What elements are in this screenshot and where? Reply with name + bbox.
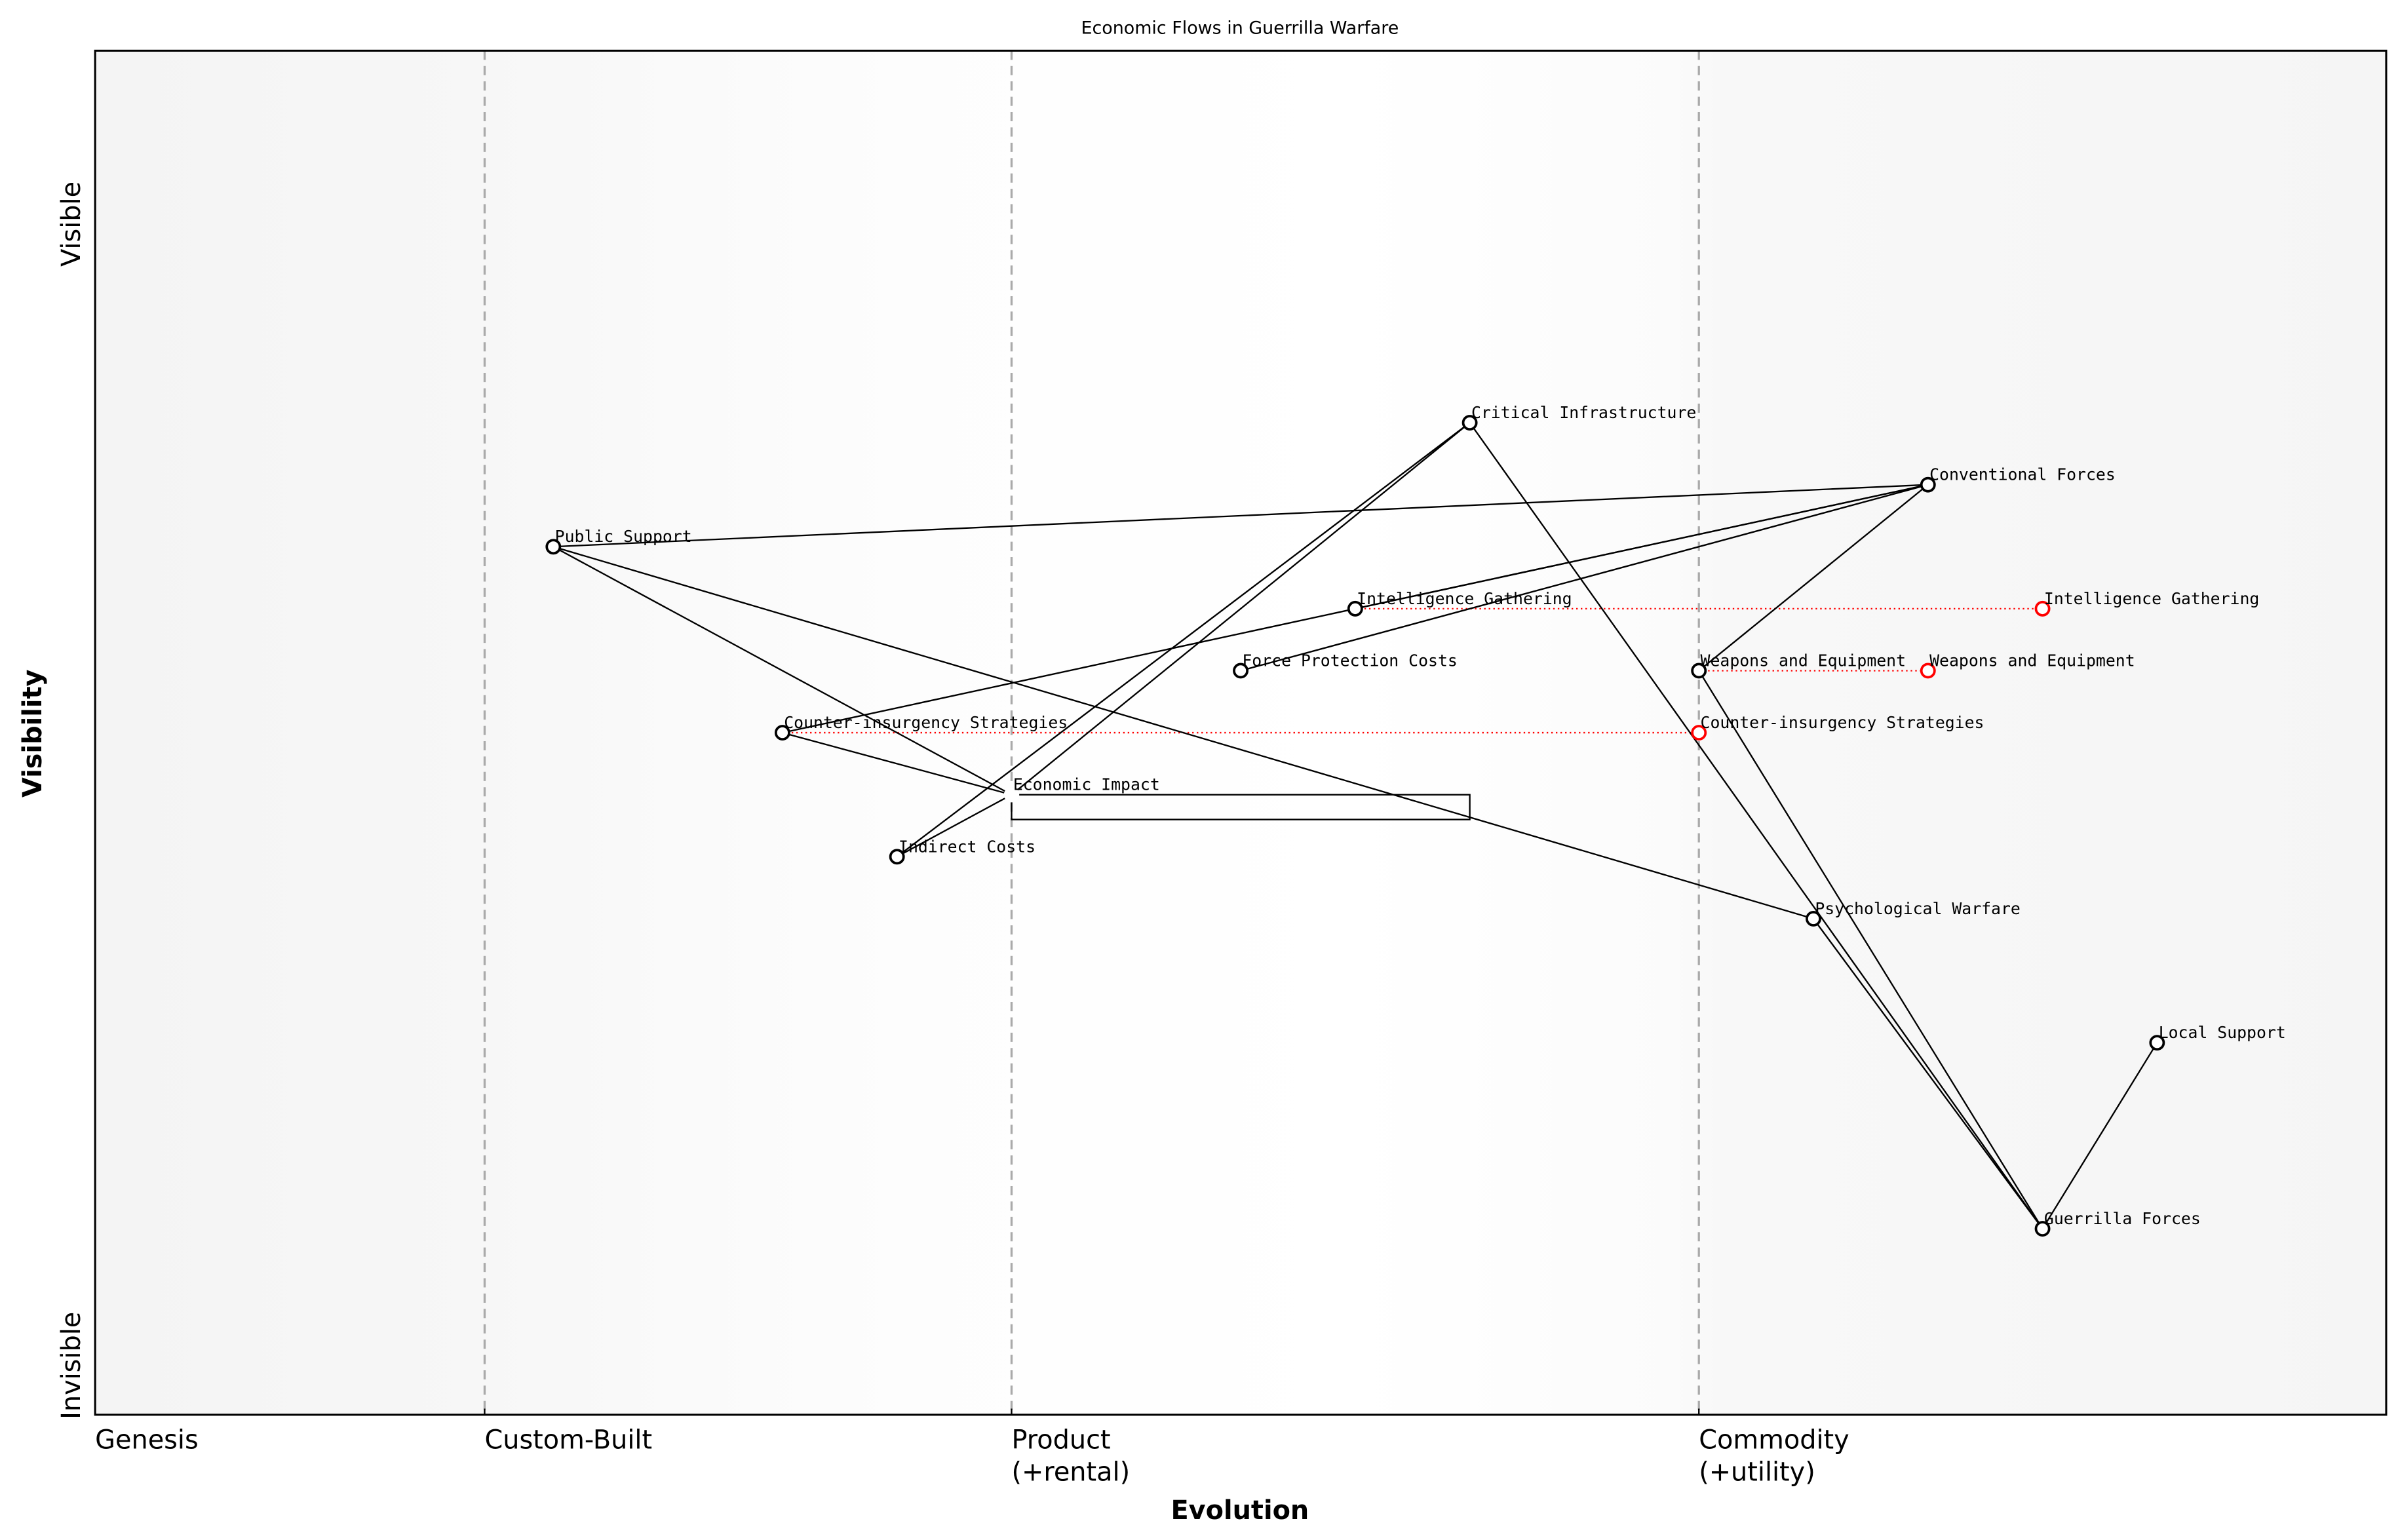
- component-label: Conventional Forces: [1929, 465, 2116, 484]
- component-marker: [1806, 911, 1821, 927]
- component-marker: [545, 539, 562, 555]
- stage-label: Custom-Built: [484, 1425, 652, 1455]
- component-marker: [1347, 600, 1363, 617]
- component-label: Critical Infrastructure: [1471, 403, 1696, 422]
- dependency-link: [1698, 670, 2043, 1229]
- stage-label: Genesis: [95, 1425, 199, 1455]
- chart-title: Economic Flows in Guerrilla Warfare: [1081, 18, 1399, 39]
- component-marker: [889, 849, 905, 865]
- component-label: Economic Impact: [1013, 775, 1160, 794]
- x-axis-title: Evolution: [1171, 1495, 1309, 1526]
- component-label: Psychological Warfare: [1815, 899, 2021, 918]
- dependency-link: [1698, 484, 1929, 672]
- dependency-link: [1355, 484, 1929, 610]
- component-marker: [1461, 415, 1478, 431]
- component-marker: [774, 725, 790, 741]
- component-marker: [1691, 663, 1707, 679]
- dependency-link: [2042, 1042, 2158, 1229]
- component-label: Counter-insurgency Strategies: [784, 713, 1068, 732]
- stage-label: Commodity: [1699, 1425, 1849, 1455]
- dependency-link: [553, 484, 1928, 548]
- dependency-link: [552, 546, 1814, 920]
- component-marker: [1003, 787, 1020, 803]
- y-label-visible: Visible: [56, 182, 87, 267]
- dependency-link: [552, 546, 1013, 796]
- y-label-invisible: Invisible: [56, 1312, 87, 1419]
- evolved-component-label: Counter-insurgency Strategies: [1701, 713, 1984, 732]
- evolved-component-label: Weapons and Equipment: [1929, 651, 2135, 670]
- dependency-link: [1240, 484, 1929, 672]
- dependency-link: [1011, 422, 1471, 796]
- pipeline-box: [1011, 794, 1471, 820]
- plot-background: [95, 50, 2386, 1415]
- dependency-link: [1469, 422, 2043, 1229]
- component-label: Weapons and Equipment: [1701, 651, 1906, 670]
- evolved-component-marker: [1691, 725, 1707, 741]
- component-marker: [1233, 663, 1248, 679]
- evolved-component-label: Intelligence Gathering: [2044, 589, 2259, 608]
- component-label: Force Protection Costs: [1242, 651, 1457, 670]
- stage-label-sub: (+utility): [1699, 1457, 1815, 1488]
- component-marker: [2034, 1221, 2051, 1237]
- component-label: Local Support: [2159, 1023, 2286, 1042]
- dependency-link: [896, 422, 1471, 858]
- component-label: Indirect Costs: [899, 837, 1035, 856]
- component-marker: [2149, 1035, 2165, 1051]
- evolved-component-marker: [1920, 663, 1936, 679]
- component-label: Guerrilla Forces: [2044, 1209, 2201, 1228]
- evolved-component-marker: [2034, 600, 2051, 617]
- component-marker: [1920, 476, 1936, 493]
- dependency-link: [782, 731, 1012, 796]
- dependency-link: [897, 794, 1013, 858]
- y-axis-title: Visibility: [18, 669, 48, 798]
- component-label: Public Support: [555, 527, 692, 546]
- plot-frame: [94, 49, 2388, 1416]
- stage-label: Product: [1011, 1425, 1110, 1455]
- stage-label-sub: (+rental): [1011, 1457, 1130, 1488]
- component-label: Intelligence Gathering: [1357, 589, 1572, 608]
- dependency-link: [1813, 918, 2043, 1229]
